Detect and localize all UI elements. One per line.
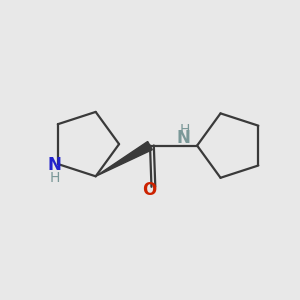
Polygon shape [96,142,152,176]
Text: N: N [177,129,191,147]
Text: H: H [180,123,190,137]
Text: N: N [48,157,62,175]
Text: H: H [50,171,60,185]
Text: O: O [142,181,156,199]
